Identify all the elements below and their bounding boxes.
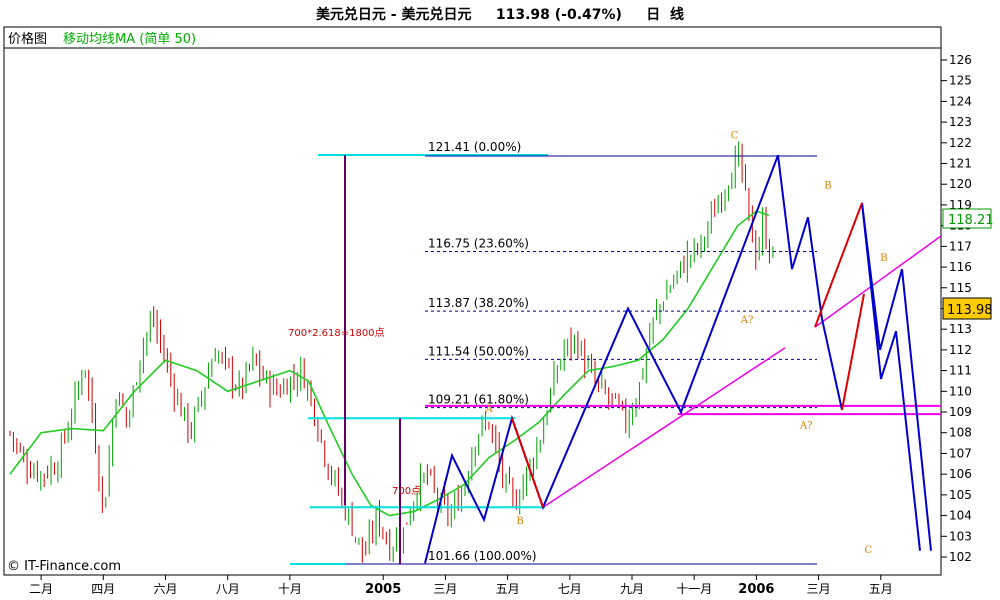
x-tick-label: 2006	[738, 582, 774, 597]
wave-line-blue	[861, 202, 921, 551]
y-tick-label: 115	[949, 281, 972, 295]
wave-label: C	[865, 545, 873, 556]
x-tick-label: 五月	[496, 582, 520, 596]
y-tick-label: 123	[949, 115, 972, 129]
copyright-text: © IT-Finance.com	[7, 559, 121, 574]
y-tick-label: 121	[949, 157, 972, 171]
chart-frame	[3, 26, 942, 576]
trend-line	[542, 347, 786, 508]
y-tick-label: 113	[949, 322, 972, 336]
fib-level-label: 109.21 (61.80%)	[428, 393, 529, 407]
y-tick-label: 122	[949, 136, 972, 150]
ma-value-badge-bg	[942, 208, 992, 229]
y-tick-label: 112	[949, 343, 972, 357]
wave-label: B	[516, 516, 523, 527]
x-tick-label: 三月	[433, 582, 457, 596]
measure-big-label: 700*2.618=1800点	[288, 327, 385, 339]
wave-label: A?	[799, 421, 813, 432]
wave-label: B	[824, 180, 831, 191]
x-tick-label: 三月	[807, 582, 831, 596]
measure-small-label: 700点	[392, 485, 421, 497]
fib-level-label: 111.54 (50.00%)	[428, 344, 529, 358]
trend-line	[814, 235, 942, 328]
axis-layer: 1021031041051061071081091101111121131141…	[29, 53, 972, 597]
y-tick-label: 103	[949, 529, 972, 543]
wave-line-red	[841, 293, 865, 411]
fib-level-label: 121.41 (0.00%)	[428, 140, 521, 154]
x-tick-label: 八月	[216, 582, 240, 596]
y-tick-label: 126	[949, 53, 972, 67]
fib-level-label: 113.87 (38.20%)	[428, 296, 529, 310]
wave-line-blue	[821, 318, 843, 411]
y-tick-label: 110	[949, 384, 972, 398]
y-tick-label: 111	[949, 364, 972, 378]
x-tick-label: 四月	[91, 582, 115, 596]
chart-title: 美元兑日元 - 美元兑日元 113.98 (-0.47%) 日 线	[315, 7, 685, 23]
candles-layer	[9, 141, 774, 563]
y-tick-label: 102	[949, 550, 972, 564]
legend-ma-label: 移动均线MA (简单 50)	[63, 31, 196, 47]
x-tick-label: 二月	[29, 582, 53, 596]
wave-line-blue	[861, 202, 932, 551]
moving-average-line	[9, 210, 770, 517]
wave-layer: C B A A? A? B B C	[424, 131, 932, 564]
wave-line-red	[814, 202, 863, 328]
x-tick-label: 九月	[620, 582, 644, 596]
y-tick-label: 105	[949, 488, 972, 502]
y-tick-label: 119	[949, 198, 972, 212]
last-price-badge-bg	[942, 297, 992, 320]
x-tick-label: 2005	[365, 582, 401, 597]
y-tick-label: 106	[949, 467, 972, 481]
wave-label: B	[880, 253, 887, 264]
y-tick-label: 117	[949, 239, 972, 253]
wave-line-blue	[424, 154, 823, 564]
fib-layer: 121.41 (0.00%) 116.75 (23.60%) 113.87 (38.…	[288, 140, 817, 566]
y-tick-label: 125	[949, 74, 972, 88]
wave-label: A?	[740, 315, 754, 326]
last-price-badge: 113.98	[947, 303, 993, 318]
ma-layer	[9, 210, 770, 517]
fib-level-label: 101.66 (100.00%)	[428, 549, 537, 563]
wave-label: C	[731, 131, 739, 142]
x-tick-label: 十月	[278, 582, 302, 596]
ma-value-badge: 118.21	[948, 213, 994, 228]
x-tick-label: 六月	[153, 582, 177, 596]
y-tick-label: 109	[949, 405, 972, 419]
y-tick-label: 120	[949, 177, 972, 191]
y-tick-label: 108	[949, 426, 972, 440]
y-tick-label: 124	[949, 94, 972, 108]
y-tick-label: 116	[949, 260, 972, 274]
fib-level-label: 116.75 (23.60%)	[428, 237, 529, 251]
wave-line-red	[511, 417, 544, 508]
x-tick-label: 七月	[558, 582, 582, 596]
y-tick-label: 107	[949, 446, 972, 460]
x-tick-label: 五月	[869, 582, 893, 596]
legend-price-label: 价格图	[8, 31, 47, 47]
y-tick-label: 104	[949, 509, 972, 523]
wave-label: A	[484, 404, 493, 415]
x-tick-label: 十一月	[676, 582, 712, 596]
